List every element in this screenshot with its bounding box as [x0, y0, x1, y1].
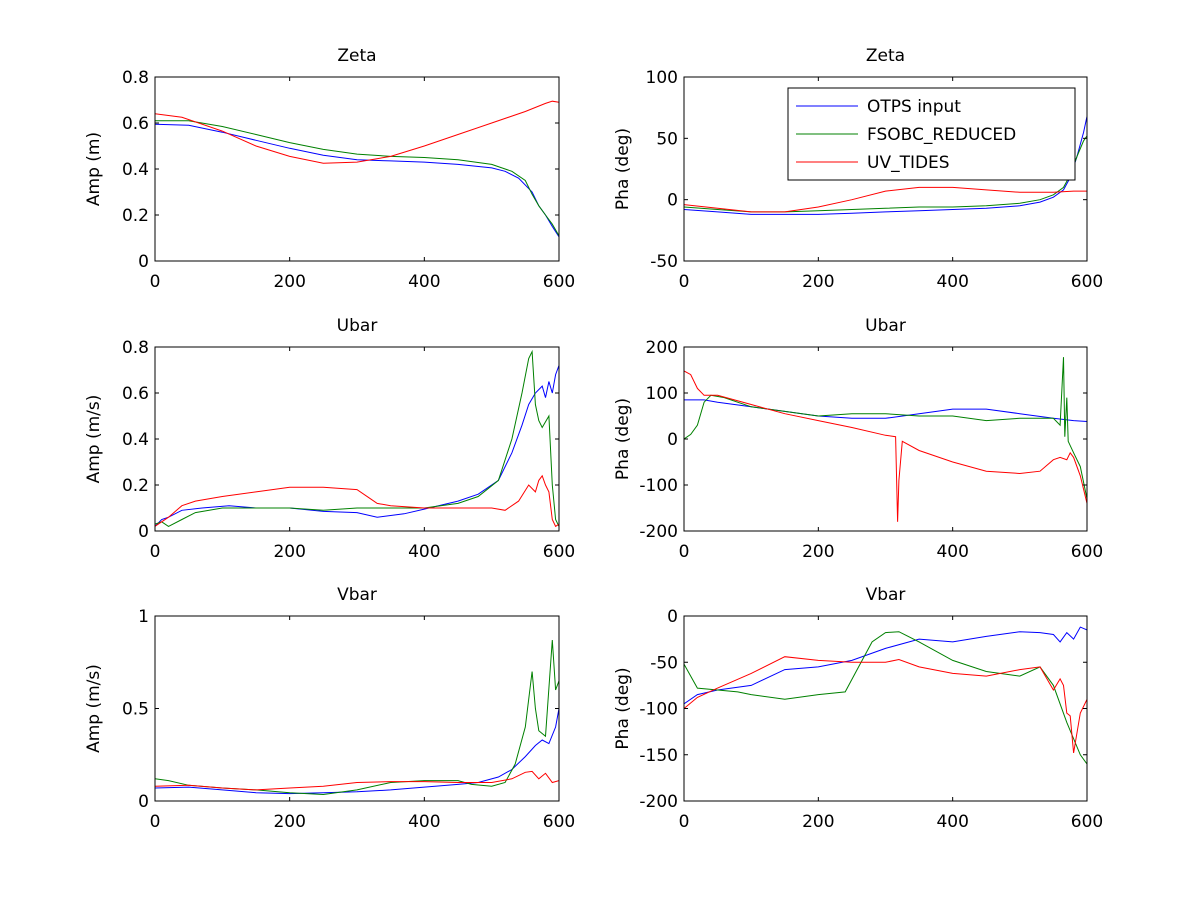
y-tick-label: 0	[138, 522, 149, 542]
x-tick-label: 600	[543, 272, 575, 292]
y-axis-label: Pha (deg)	[613, 667, 633, 749]
x-tick-label: 600	[1071, 812, 1103, 832]
series-line-3	[155, 474, 559, 528]
x-tick-label: 0	[679, 812, 690, 832]
y-tick-label: -150	[639, 746, 678, 766]
series-line-3	[155, 100, 559, 164]
y-axis-label: Amp (m/s)	[84, 664, 104, 753]
y-tick-label: 0.2	[122, 476, 149, 496]
x-tick-label: 200	[802, 812, 834, 832]
y-tick-label: 0	[138, 792, 149, 812]
y-tick-label: -50	[650, 252, 678, 272]
x-tick-label: 0	[150, 542, 161, 562]
series-line-1	[155, 708, 559, 795]
series-line-2	[155, 349, 559, 527]
y-tick-label: 100	[646, 384, 678, 404]
x-tick-label: 400	[408, 812, 440, 832]
x-tick-label: 600	[543, 812, 575, 832]
x-tick-label: 400	[936, 542, 968, 562]
y-tick-label: 0.8	[122, 338, 149, 358]
series-line-2	[684, 357, 1087, 499]
legend-label: OTPS input	[867, 97, 961, 117]
y-tick-label: -50	[650, 653, 678, 673]
panel-title: Zeta	[866, 46, 905, 66]
y-tick-label: 0.6	[122, 384, 149, 404]
chart-panel-5: 0 200 400 600 0 0.5 1 Vbar Amp (m/s)	[84, 585, 575, 832]
chart-panel-4: 0 200 400 600 -200 -100 0 100 200 Ubar Pha (deg)	[613, 316, 1103, 562]
series-line-3	[684, 186, 1087, 213]
x-tick-label: 400	[408, 542, 440, 562]
legend-label: UV_TIDES	[867, 153, 950, 173]
x-tick-label: 600	[543, 542, 575, 562]
panel-title: Vbar	[866, 585, 906, 605]
series-line-1	[684, 626, 1087, 705]
x-tick-label: 600	[1071, 272, 1103, 292]
x-tick-label: 400	[936, 812, 968, 832]
y-tick-label: 0.8	[122, 68, 149, 88]
y-tick-label: 0.4	[122, 160, 149, 180]
panel-title: Zeta	[337, 46, 376, 66]
y-axis-label: Pha (deg)	[613, 128, 633, 210]
y-axis-label: Amp (m/s)	[84, 395, 104, 484]
y-tick-label: 50	[656, 129, 678, 149]
series-line-3	[155, 770, 559, 791]
y-tick-label: 0.5	[122, 700, 149, 720]
x-tick-label: 400	[408, 272, 440, 292]
x-tick-label: 400	[936, 272, 968, 292]
series-line-1	[155, 365, 559, 527]
series-line-1	[684, 399, 1087, 422]
y-tick-label: 100	[646, 68, 678, 88]
y-tick-label: 0	[138, 252, 149, 272]
y-tick-label: 0	[667, 607, 678, 627]
x-tick-label: 0	[679, 542, 690, 562]
x-tick-label: 0	[150, 272, 161, 292]
y-tick-label: 200	[646, 338, 678, 358]
y-axis-label: Pha (deg)	[613, 398, 633, 480]
y-tick-label: 0.6	[122, 114, 149, 134]
plot-area	[684, 616, 1087, 801]
chart-panel-6: 0 200 400 600 -200 -150 -100 -50 0 Vbar Pha (deg)	[613, 585, 1103, 832]
x-tick-label: 0	[679, 272, 690, 292]
x-tick-label: 200	[273, 542, 305, 562]
panel-title: Ubar	[865, 316, 906, 336]
legend: OTPS input FSOBC_REDUCED UV_TIDES	[787, 87, 1076, 181]
series-line-3	[684, 656, 1087, 753]
x-tick-label: 0	[150, 812, 161, 832]
y-tick-label: 0.4	[122, 430, 149, 450]
y-tick-label: -200	[639, 792, 678, 812]
y-tick-label: 1	[138, 607, 149, 627]
panels: 0 200 400 600 0 0.2 0.4 0.6 0.8 Zeta Amp (m) 0 200 40…	[84, 46, 1103, 832]
plot-area	[684, 347, 1087, 531]
y-tick-label: 0	[667, 191, 678, 211]
legend-label: FSOBC_REDUCED	[867, 125, 1016, 145]
chart-panel-3: 0 200 400 600 0 0.2 0.4 0.6 0.8 Ubar Amp (m/s)	[84, 316, 575, 562]
panel-title: Vbar	[337, 585, 377, 605]
y-tick-label: -200	[639, 522, 678, 542]
series-line-3	[684, 370, 1087, 522]
series-line-2	[684, 631, 1087, 765]
y-tick-label: 0	[667, 430, 678, 450]
plot-area	[155, 77, 559, 261]
y-axis-label: Amp (m)	[84, 132, 104, 206]
x-tick-label: 200	[802, 542, 834, 562]
y-tick-label: 0.2	[122, 206, 149, 226]
y-tick-label: -100	[639, 476, 678, 496]
x-tick-label: 200	[802, 272, 834, 292]
series-line-2	[155, 120, 559, 236]
x-tick-label: 200	[273, 272, 305, 292]
x-tick-label: 200	[273, 812, 305, 832]
plot-area	[155, 347, 559, 531]
panel-title: Ubar	[337, 316, 378, 336]
axes-box	[683, 76, 1088, 262]
x-tick-label: 600	[1071, 542, 1103, 562]
y-tick-label: -100	[639, 700, 678, 720]
chart-panel-1: 0 200 400 600 0 0.2 0.4 0.6 0.8 Zeta Amp (m)	[84, 46, 575, 292]
plot-area	[155, 616, 559, 801]
